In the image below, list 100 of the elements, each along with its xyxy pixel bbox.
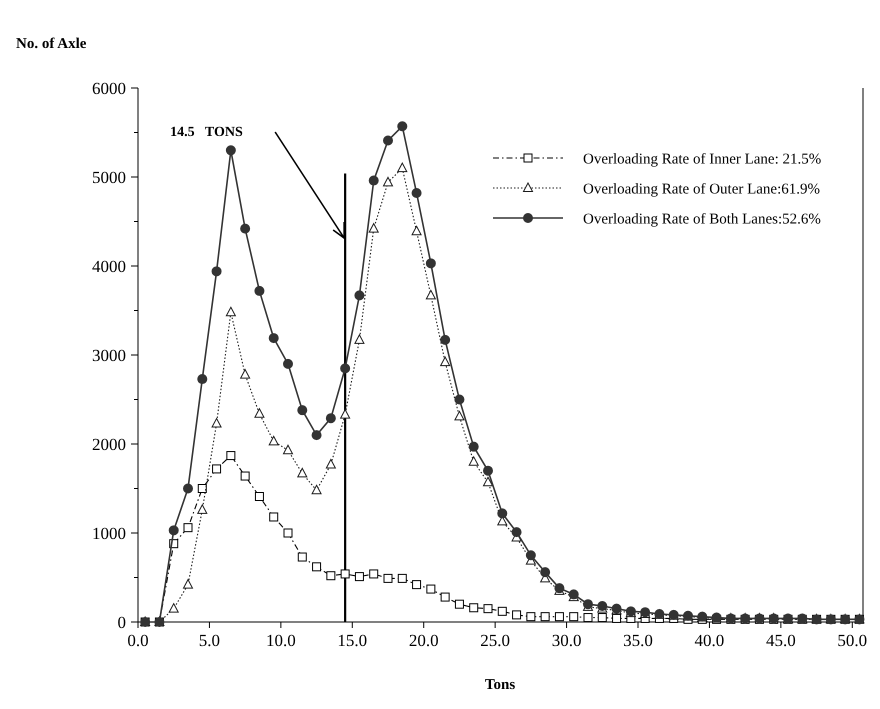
point	[312, 562, 322, 572]
x-tick-label: 35.0	[623, 631, 653, 650]
y-axis-title: No. of Axle	[16, 36, 87, 52]
y-tick-label: 5000	[92, 168, 126, 187]
point	[368, 223, 379, 233]
point	[526, 550, 536, 560]
point	[540, 567, 550, 578]
point	[469, 603, 478, 612]
x-tick-label: 15.0	[337, 631, 368, 650]
x-tick-label: 50.0	[837, 631, 868, 650]
x-tick-label: 10.0	[266, 631, 296, 650]
x-tick-label: 30.0	[552, 631, 582, 650]
legend-label: Overloading Rate of Inner Lane: 21.5%	[583, 151, 822, 168]
point	[440, 334, 450, 345]
point	[483, 476, 493, 486]
point	[226, 451, 236, 460]
y-tick-label: 4000	[92, 256, 126, 276]
point	[183, 579, 193, 589]
point	[297, 468, 308, 478]
annotation: 14.5 TONS	[170, 125, 243, 140]
y-tick-label: 3000	[92, 346, 126, 365]
x-tick-label: 25.0	[480, 631, 510, 650]
legend-label: Overloading Rate of Both Lanes:52.6%	[583, 211, 821, 228]
y-tick-label: 0	[118, 612, 126, 632]
point	[283, 358, 293, 369]
point	[483, 466, 493, 476]
point	[284, 528, 292, 538]
point	[368, 176, 379, 186]
point	[412, 188, 422, 198]
point	[384, 574, 392, 583]
point	[226, 145, 236, 156]
y-tick-label: 2000	[92, 434, 126, 454]
point	[397, 121, 408, 132]
point	[240, 224, 250, 234]
point	[326, 571, 336, 580]
point	[226, 306, 236, 316]
point	[383, 176, 393, 186]
point	[412, 226, 422, 236]
point	[168, 525, 179, 536]
point	[212, 266, 222, 276]
legend-label: Overloading Rate of Outer Lane:61.9%	[583, 181, 820, 198]
point	[298, 552, 307, 562]
point	[268, 436, 279, 446]
point	[183, 484, 193, 494]
point	[254, 492, 264, 502]
point	[397, 162, 408, 172]
point	[440, 356, 450, 366]
point	[398, 574, 407, 583]
point	[283, 444, 293, 454]
point	[268, 333, 279, 344]
point	[254, 408, 264, 418]
point	[498, 606, 507, 616]
point	[426, 290, 436, 300]
point	[297, 405, 308, 416]
point	[584, 613, 592, 622]
point	[197, 374, 208, 384]
point	[326, 458, 336, 468]
point	[184, 523, 192, 532]
point	[426, 584, 436, 594]
point	[326, 413, 336, 424]
point	[383, 136, 393, 146]
x-tick-label: 20.0	[408, 631, 439, 650]
x-tick-label: 0.0	[127, 631, 149, 650]
x-tick-label: 45.0	[766, 631, 796, 650]
point	[254, 286, 264, 296]
point	[240, 369, 250, 379]
y-tick-label: 6000	[92, 78, 126, 98]
x-axis-title: Tons	[484, 677, 516, 693]
point	[426, 258, 436, 268]
point	[340, 363, 350, 374]
point	[468, 442, 479, 452]
y-tick-label: 1000	[92, 524, 126, 543]
point	[454, 600, 464, 609]
point	[512, 527, 522, 538]
point	[468, 456, 479, 466]
point	[497, 508, 508, 518]
point	[612, 614, 622, 623]
point	[569, 612, 578, 622]
point	[412, 580, 422, 590]
point	[269, 512, 278, 522]
point	[484, 604, 492, 614]
point	[197, 504, 208, 514]
point	[598, 613, 607, 622]
point	[454, 410, 464, 420]
point	[240, 472, 250, 481]
point	[554, 612, 564, 622]
point	[340, 569, 350, 578]
point	[369, 569, 378, 578]
point	[540, 612, 550, 622]
point	[312, 484, 322, 494]
point	[440, 592, 450, 602]
point	[312, 430, 322, 440]
point	[354, 290, 364, 300]
x-tick-label: 40.0	[694, 631, 724, 650]
point	[168, 603, 179, 613]
x-tick-label: 5.0	[198, 631, 220, 650]
point	[198, 484, 207, 493]
point	[212, 418, 222, 428]
point	[526, 612, 536, 622]
point	[212, 464, 222, 474]
